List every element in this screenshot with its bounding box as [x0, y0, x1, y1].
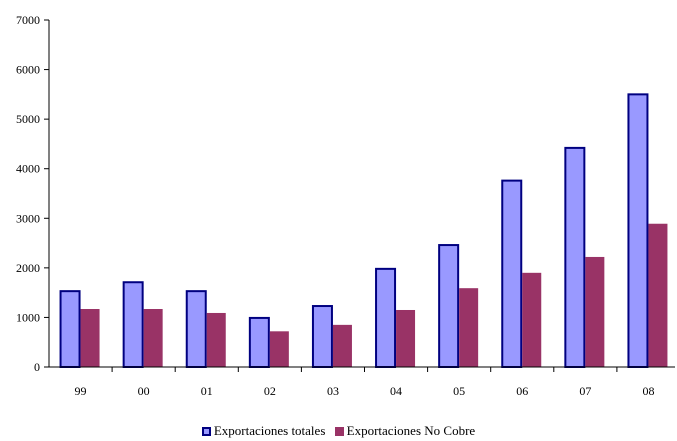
y-tick-label: 4000 [16, 162, 40, 176]
bar-total [248, 316, 270, 368]
legend: Exportaciones totales Exportaciones No C… [0, 423, 677, 439]
legend-swatch-total [201, 427, 211, 436]
bar-no-cobre [585, 256, 605, 367]
y-tick-label: 7000 [16, 13, 40, 27]
bar-no-cobre [269, 331, 289, 367]
bar-total [185, 290, 207, 368]
x-tick-label: 00 [138, 384, 150, 398]
legend-item-total: Exportaciones totales [201, 423, 326, 439]
bar-no-cobre [206, 312, 226, 367]
bar-total [564, 146, 586, 368]
y-tick-label: 6000 [16, 63, 40, 77]
y-axis-ticks: 0 1000 2000 3000 4000 5000 6000 7000 [16, 13, 49, 374]
bar-total [122, 281, 144, 368]
x-tick-label: 07 [579, 384, 591, 398]
x-tick-label: 02 [264, 384, 276, 398]
x-tick-label: 05 [453, 384, 465, 398]
y-tick-label: 2000 [16, 261, 40, 275]
bar-total [438, 244, 460, 369]
bar-no-cobre [332, 324, 352, 367]
bars-group [59, 93, 668, 369]
bar-total [59, 290, 81, 368]
x-tick-label: 06 [516, 384, 528, 398]
x-tick-label: 08 [642, 384, 654, 398]
y-tick-label: 5000 [16, 112, 40, 126]
legend-label-total: Exportaciones totales [213, 423, 326, 438]
y-tick-label: 1000 [16, 310, 40, 324]
bar-total [627, 93, 649, 368]
bar-no-cobre [522, 272, 542, 367]
legend-swatch-no-cobre [334, 427, 344, 436]
bar-total [501, 179, 523, 368]
x-tick-label: 01 [201, 384, 213, 398]
legend-label-no-cobre: Exportaciones No Cobre [346, 423, 476, 438]
y-tick-label: 3000 [16, 211, 40, 225]
y-tick-label: 0 [34, 360, 40, 374]
x-axis-ticks: 99 00 01 02 03 04 05 06 07 08 [75, 367, 654, 398]
bar-no-cobre [459, 288, 479, 367]
x-tick-label: 99 [75, 384, 87, 398]
bar-no-cobre [80, 309, 100, 367]
x-tick-label: 04 [390, 384, 402, 398]
bar-no-cobre [396, 309, 416, 367]
bar-total [311, 305, 333, 368]
x-tick-label: 03 [327, 384, 339, 398]
bar-total [375, 267, 397, 368]
legend-item-no-cobre: Exportaciones No Cobre [334, 423, 476, 439]
bar-no-cobre [648, 223, 668, 367]
bar-no-cobre [143, 309, 163, 367]
